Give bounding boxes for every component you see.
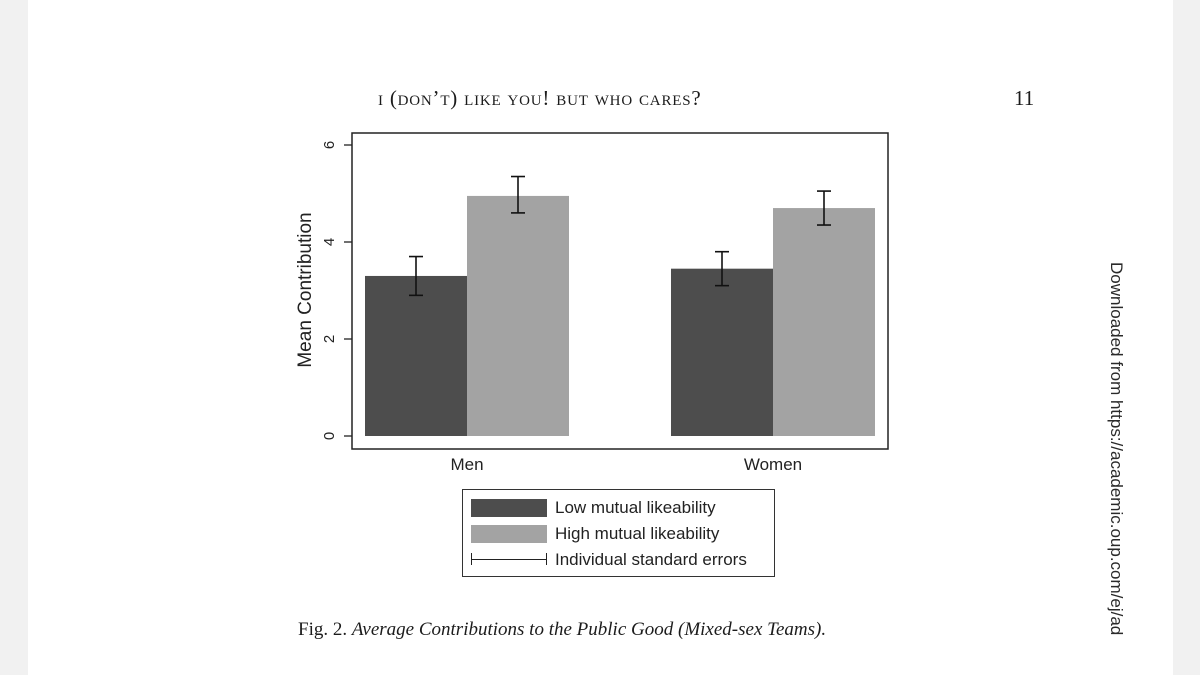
x-category-label: Men — [450, 455, 483, 474]
legend-swatch-low — [471, 499, 547, 517]
download-watermark: Downloaded from https://academic.oup.com… — [1107, 262, 1126, 636]
chart-legend: Low mutual likeability High mutual likea… — [462, 489, 775, 577]
legend-label-errors: Individual standard errors — [555, 550, 747, 569]
legend-label-high: High mutual likeability — [555, 524, 720, 543]
running-head: i (don’t) like you! but who cares? — [378, 86, 702, 110]
y-tick-label: 2 — [321, 335, 338, 343]
caption-prefix: Fig. 2. — [298, 619, 348, 640]
caption-title: Average Contributions to the Public Good… — [351, 619, 827, 640]
y-tick-label: 4 — [321, 238, 338, 246]
bar — [773, 208, 875, 436]
legend-swatch-high — [471, 525, 547, 543]
figure-caption: Fig. 2. Average Contributions to the Pub… — [298, 619, 826, 641]
y-tick-label: 0 — [321, 432, 338, 440]
page-number: 11 — [1014, 86, 1035, 110]
bar — [671, 268, 773, 436]
y-tick-label: 6 — [321, 141, 338, 149]
x-category-label: Women — [744, 455, 802, 474]
legend-errorbar-icon — [471, 553, 547, 565]
y-axis-label: Mean Contribution — [295, 212, 316, 367]
bar — [365, 275, 467, 436]
legend-label-low: Low mutual likeability — [555, 498, 716, 517]
bar — [467, 195, 569, 436]
